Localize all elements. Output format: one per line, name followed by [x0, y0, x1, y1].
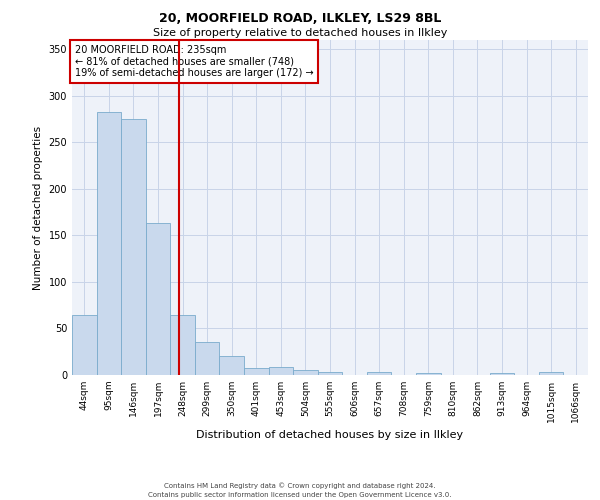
Bar: [170, 314, 195, 375]
Text: Contains HM Land Registry data © Crown copyright and database right 2024.
Contai: Contains HM Land Registry data © Crown c…: [148, 482, 452, 498]
Text: 20 MOORFIELD ROAD: 235sqm
← 81% of detached houses are smaller (748)
19% of semi: 20 MOORFIELD ROAD: 235sqm ← 81% of detac…: [74, 45, 313, 78]
Bar: [269, 366, 293, 375]
Y-axis label: Number of detached properties: Number of detached properties: [33, 126, 43, 290]
Bar: [318, 372, 342, 375]
Bar: [195, 342, 220, 375]
Bar: [416, 373, 440, 375]
Bar: [72, 314, 97, 375]
Bar: [539, 372, 563, 375]
Bar: [244, 368, 269, 375]
Bar: [97, 112, 121, 375]
Bar: [367, 372, 391, 375]
Bar: [220, 356, 244, 375]
Bar: [146, 224, 170, 375]
Bar: [293, 370, 318, 375]
Text: Size of property relative to detached houses in Ilkley: Size of property relative to detached ho…: [153, 28, 447, 38]
X-axis label: Distribution of detached houses by size in Ilkley: Distribution of detached houses by size …: [196, 430, 464, 440]
Bar: [121, 119, 146, 375]
Bar: [490, 373, 514, 375]
Text: 20, MOORFIELD ROAD, ILKLEY, LS29 8BL: 20, MOORFIELD ROAD, ILKLEY, LS29 8BL: [159, 12, 441, 26]
